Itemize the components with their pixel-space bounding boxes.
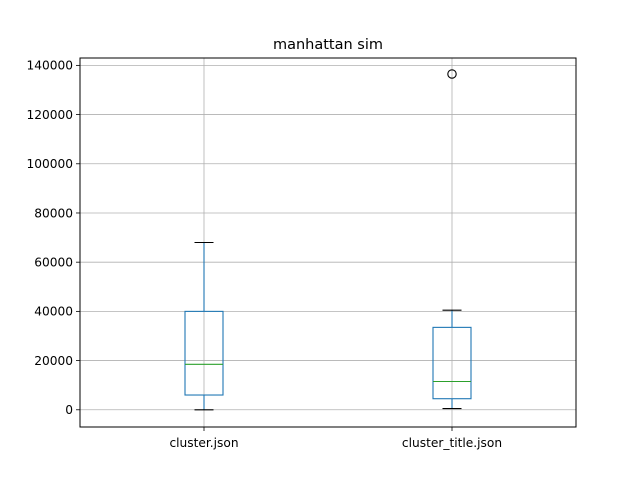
y-tick-label: 100000 <box>26 157 73 171</box>
chart-title: manhattan sim <box>273 37 383 53</box>
y-tick-label: 20000 <box>34 354 73 368</box>
x-tick-label: cluster.json <box>169 436 238 450</box>
y-tick-label: 80000 <box>34 206 73 220</box>
outlier-point <box>447 69 457 79</box>
y-tick-label: 140000 <box>26 59 73 73</box>
axes-frame <box>79 57 577 428</box>
y-tick-label: 0 <box>65 403 73 417</box>
box <box>432 326 472 400</box>
y-tick-label: 120000 <box>26 108 73 122</box>
box <box>184 310 224 396</box>
tick-layer: 0 20000 40000 60000 80000 100000 120000 140000 c… <box>26 59 502 450</box>
box-layer <box>184 69 472 411</box>
y-tick-label: 40000 <box>34 305 73 319</box>
y-tick-label: 60000 <box>34 255 73 269</box>
x-tick-label: cluster_title.json <box>402 436 502 450</box>
